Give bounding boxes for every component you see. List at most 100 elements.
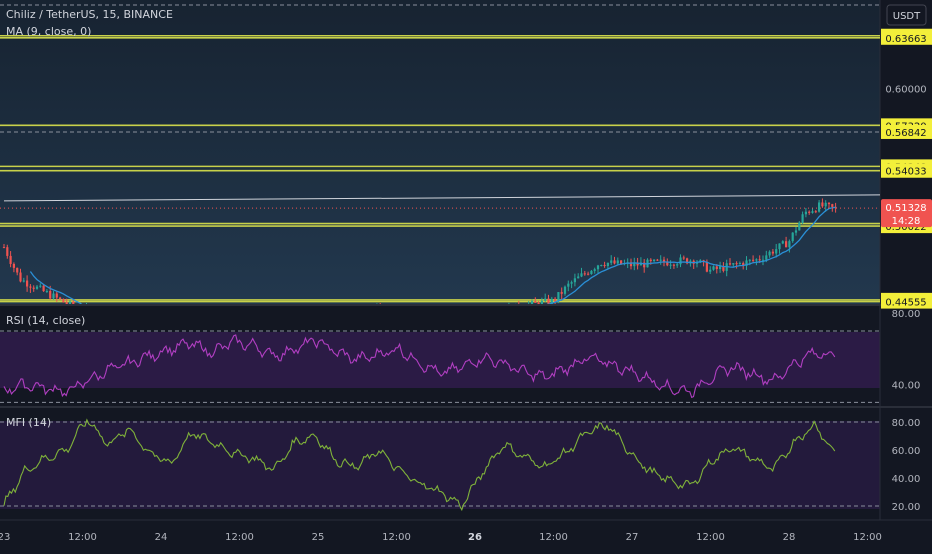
currency-button-label[interactable]: USDT: [893, 11, 921, 22]
ma-indicator-label[interactable]: MA (9, close, 0): [6, 25, 91, 38]
time-tick-label: 26: [468, 532, 482, 543]
time-tick-label: 23: [0, 532, 10, 543]
price-pane-background: [0, 0, 880, 304]
candle-body: [534, 301, 537, 303]
currency-button[interactable]: [886, 4, 927, 26]
candle-body: [649, 259, 652, 262]
indicator-tick-label: 20.00: [892, 502, 921, 513]
candle-body: [45, 290, 48, 292]
candle-body: [765, 255, 768, 260]
candle-body: [580, 273, 583, 277]
mfi-pane: [0, 418, 880, 512]
candle-body: [530, 301, 534, 304]
candle-body: [12, 263, 15, 268]
candle-body: [593, 269, 596, 271]
candle-body: [587, 273, 590, 275]
candle-body: [643, 262, 646, 268]
rsi-band-fill: [0, 332, 880, 388]
candle-body: [540, 300, 543, 304]
time-tick-label: 12:00: [68, 532, 97, 543]
mfi-indicator-label[interactable]: MFI (14): [6, 416, 51, 429]
time-tick-label: 12:00: [696, 532, 725, 543]
candle-body: [798, 222, 801, 231]
candle-body: [6, 247, 9, 256]
candle-body: [570, 282, 573, 284]
price-level-label-bg: [881, 124, 932, 139]
current-price-label: 0.51328: [885, 203, 926, 214]
candle-body: [567, 283, 570, 287]
candle-body: [49, 290, 52, 299]
time-tick-label: 27: [626, 532, 639, 543]
price-tick-label: 0.60000: [885, 84, 926, 95]
rsi-line: [3, 334, 836, 399]
candle-body: [748, 259, 751, 261]
candle-body: [781, 241, 784, 244]
time-tick-label: 12:00: [853, 532, 882, 543]
candle-body: [676, 264, 679, 266]
time-tick-label: 24: [155, 532, 168, 543]
candle-body: [758, 259, 761, 261]
candle-body: [62, 298, 65, 303]
candle-body: [775, 249, 778, 254]
price-pane: [0, 34, 880, 304]
indicator-tick-label: 80.00: [892, 309, 921, 320]
price-level-label: 0.56842: [885, 128, 926, 139]
candle-body: [742, 263, 745, 266]
candle-body: [590, 270, 593, 275]
candle-body: [686, 258, 689, 264]
candle-body: [573, 278, 576, 283]
candle-body: [709, 269, 712, 272]
candle-body: [719, 266, 722, 270]
symbol-title[interactable]: Chiliz / TetherUS, 15, BINANCE: [6, 8, 173, 21]
candle-body: [583, 273, 586, 275]
indicator-tick-label: 40.00: [892, 381, 921, 392]
candle-body: [560, 292, 563, 294]
price-level-label-bg: [881, 163, 932, 178]
indicator-tick-label: 60.00: [892, 446, 921, 457]
candle-body: [659, 259, 662, 261]
candle-body: [745, 260, 748, 266]
candle-body: [695, 262, 699, 264]
candle-body: [65, 302, 68, 304]
candle-body: [544, 298, 547, 301]
axes: 0.638110.636630.573200.568420.543480.540…: [0, 28, 932, 543]
rsi-pane: [0, 330, 880, 403]
candle-body: [554, 298, 557, 302]
rsi-indicator-label[interactable]: RSI (14, close): [6, 314, 85, 327]
price-level-label: 0.44555: [885, 298, 926, 309]
candle-body: [735, 263, 738, 265]
candle-body: [818, 202, 821, 212]
candle-body: [814, 211, 817, 213]
candle-body: [606, 262, 609, 267]
candle-body: [603, 265, 606, 267]
candle-body: [547, 298, 550, 304]
time-tick-label: 12:00: [225, 532, 254, 543]
candle-body: [821, 202, 824, 207]
candle-body: [738, 263, 741, 265]
candle-body: [629, 262, 633, 267]
candle-body: [752, 259, 755, 261]
trend-line[interactable]: [3, 194, 880, 202]
candle-body: [59, 297, 62, 299]
candle-body: [712, 266, 715, 270]
candle-body: [831, 204, 834, 207]
candle-body: [801, 214, 804, 223]
candle-body: [616, 260, 619, 264]
mfi-band-fill: [0, 421, 880, 509]
candle-body: [656, 259, 659, 261]
indicator-tick-label: 80.00: [892, 418, 921, 429]
indicator-tick-label: 40.00: [892, 474, 921, 485]
price-level-label: 0.50022: [885, 222, 926, 233]
candle-body: [705, 261, 708, 272]
candle-body: [557, 292, 560, 302]
candle-body: [633, 262, 636, 267]
candle-body: [672, 264, 675, 266]
time-tick-label: 25: [312, 532, 325, 543]
candle-body: [600, 265, 603, 267]
candle-body: [68, 301, 72, 304]
countdown-label: 14:28: [892, 216, 921, 227]
candle-body: [662, 259, 666, 263]
candle-body: [732, 263, 735, 265]
